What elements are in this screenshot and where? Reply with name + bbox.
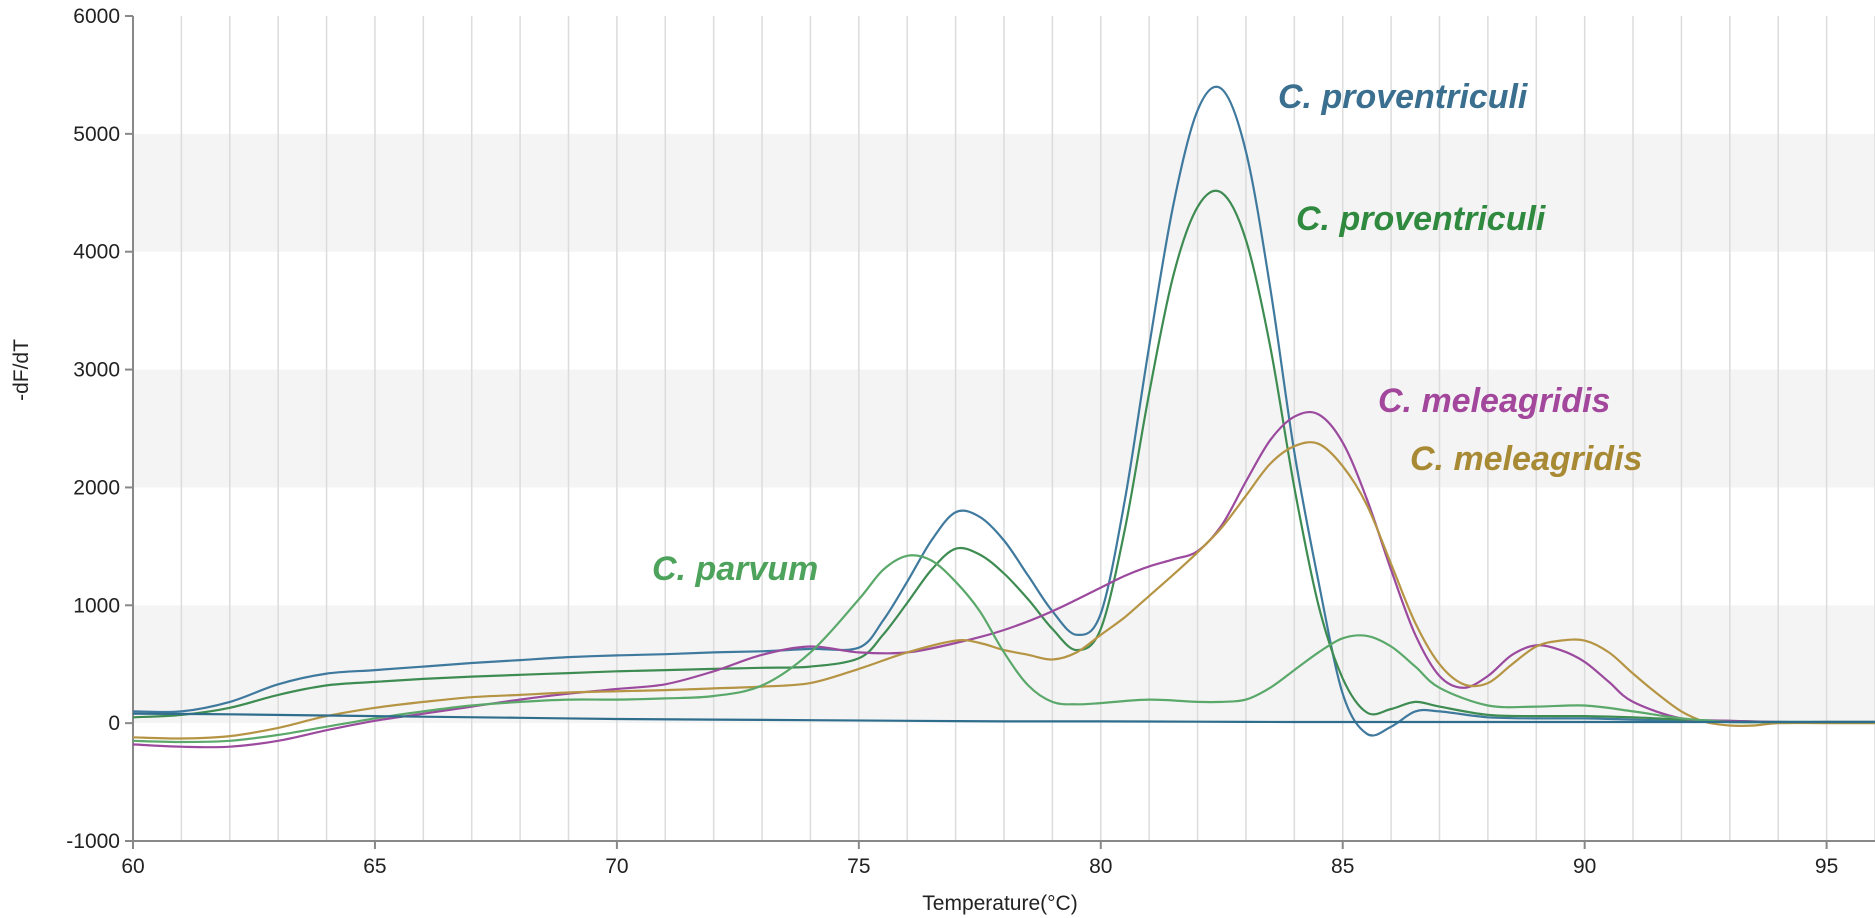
x-tick-label: 95 [1815, 855, 1838, 878]
y-tick-label: -1000 [66, 830, 120, 853]
series-lines [132, 85, 1875, 749]
y-tick-labels: -1000 0 1000 2000 3000 4000 5000 6000 [66, 5, 133, 853]
annotation-proventriculi-green: C. proventriculi [1296, 200, 1547, 238]
y-tick-label: 2000 [73, 476, 120, 499]
y-tick-label: 0 [108, 712, 120, 735]
x-tick-label: 75 [847, 855, 870, 878]
annotation-proventriculi-blue: C. proventriculi [1278, 78, 1529, 116]
series-line-2 [132, 189, 1875, 724]
y-tick-label: 5000 [73, 123, 120, 146]
annotation-parvum: C. parvum [652, 550, 818, 588]
x-tick-label: 60 [121, 855, 144, 878]
series-line-4 [132, 441, 1875, 740]
series-line-6 [132, 712, 1875, 724]
x-tick-labels: 60 65 70 75 80 85 90 95 [121, 841, 1838, 878]
y-tick-label: 1000 [73, 594, 120, 617]
series-line-5 [132, 554, 1875, 744]
series-line-3 [132, 410, 1875, 749]
y-tick-label: 6000 [73, 5, 120, 28]
y-axis-label: -dF/dT [10, 339, 33, 401]
x-tick-label: 70 [605, 855, 628, 878]
x-axis-label: Temperature(°C) [922, 892, 1077, 915]
annotation-meleagridis-gold: C. meleagridis [1410, 440, 1642, 478]
series-line-1 [132, 85, 1875, 737]
x-tick-label: 65 [363, 855, 386, 878]
x-tick-label: 80 [1089, 855, 1112, 878]
annotation-meleagridis-purple: C. meleagridis [1378, 382, 1610, 420]
y-tick-label: 4000 [73, 241, 120, 264]
x-tick-label: 85 [1331, 855, 1354, 878]
y-tick-label: 3000 [73, 359, 120, 382]
x-tick-label: 90 [1573, 855, 1596, 878]
vertical-gridlines [132, 16, 1875, 841]
